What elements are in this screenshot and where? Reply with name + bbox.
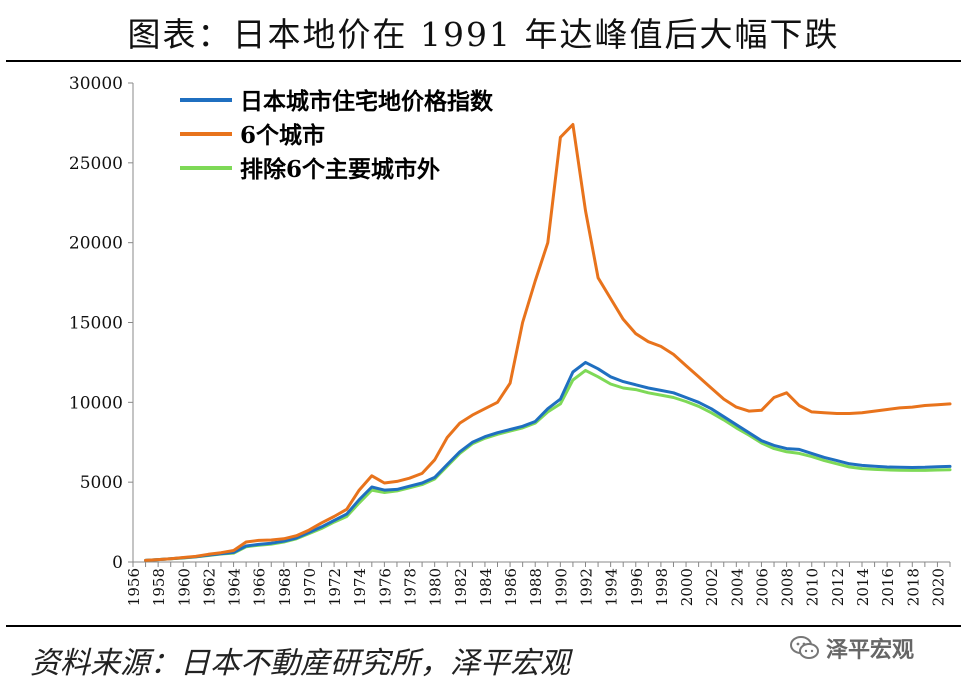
chart-axes [132, 83, 950, 563]
x-tick-label: 1976 [376, 568, 394, 606]
legend-label: 6个城市 [240, 122, 325, 149]
x-tick-label: 1994 [603, 568, 621, 606]
x-tick-label: 2006 [753, 568, 771, 606]
wechat-icon [790, 636, 819, 659]
series-line [144, 368, 952, 562]
y-tick-label: 25000 [69, 154, 123, 174]
y-tick-label: 0 [112, 553, 123, 573]
x-tick-label: 1964 [226, 568, 244, 606]
x-tick-label: 2008 [779, 568, 797, 606]
x-tick-label: 2012 [829, 568, 847, 606]
x-tick-label: 2004 [728, 568, 746, 606]
x-tick-label: 1968 [276, 568, 294, 606]
x-tick-label: 1974 [351, 568, 369, 606]
series-lines [144, 123, 952, 562]
legend-label: 排除6个主要城市外 [240, 156, 440, 183]
x-tick-label: 2018 [904, 568, 922, 606]
page-title: 图表：日本地价在 1991 年达峰值后大幅下跌 [127, 15, 840, 54]
x-tick-label: 1958 [150, 568, 168, 606]
x-tick-label: 1992 [577, 568, 595, 606]
x-tick-label: 2000 [678, 568, 696, 606]
x-tick-label: 2010 [804, 568, 822, 606]
watermark: 泽平宏观 [790, 628, 914, 668]
top-rule [6, 60, 961, 62]
series-line [144, 123, 952, 562]
x-tick-label: 1988 [527, 568, 545, 606]
y-tick-label: 20000 [69, 234, 123, 254]
x-tick-label: 1956 [125, 568, 143, 606]
x-tick-label: 1970 [301, 568, 319, 606]
x-tick-label: 1982 [452, 568, 470, 606]
x-tick-label: 1960 [175, 568, 193, 606]
x-tick-label: 1986 [502, 568, 520, 606]
x-tick-label: 1978 [402, 568, 420, 606]
bottom-rule [6, 625, 961, 627]
x-tick-label: 1990 [552, 568, 570, 606]
x-tick-label: 1984 [477, 568, 495, 606]
x-tick-label: 1980 [427, 568, 445, 606]
x-tick-label: 1966 [251, 568, 269, 606]
x-tick-label: 1996 [628, 568, 646, 606]
x-axis-ticks: 1956 1958 1960 1962 1964 1966 1968 1970 1972 1974… [125, 562, 951, 606]
x-tick-label: 2002 [703, 568, 721, 606]
x-tick-label: 1998 [653, 568, 671, 606]
y-tick-label: 10000 [69, 393, 123, 413]
x-tick-label: 2014 [854, 568, 872, 606]
x-tick-label: 1962 [200, 568, 218, 606]
y-tick-label: 5000 [80, 473, 123, 493]
x-tick-label: 1972 [326, 568, 344, 606]
series-line [144, 360, 952, 562]
source-note: 资料来源：日本不動産研究所，泽平宏观 [30, 646, 570, 681]
legend-label: 日本城市住宅地价格指数 [240, 88, 494, 115]
y-axis-ticks: 0 5000 10000 15000 20000 25000 30000 [69, 74, 133, 573]
x-tick-label: 2020 [929, 568, 947, 606]
y-tick-label: 30000 [69, 74, 123, 94]
watermark-text: 泽平宏观 [826, 638, 915, 663]
x-tick-label: 2016 [879, 568, 897, 606]
y-tick-label: 15000 [69, 314, 123, 334]
